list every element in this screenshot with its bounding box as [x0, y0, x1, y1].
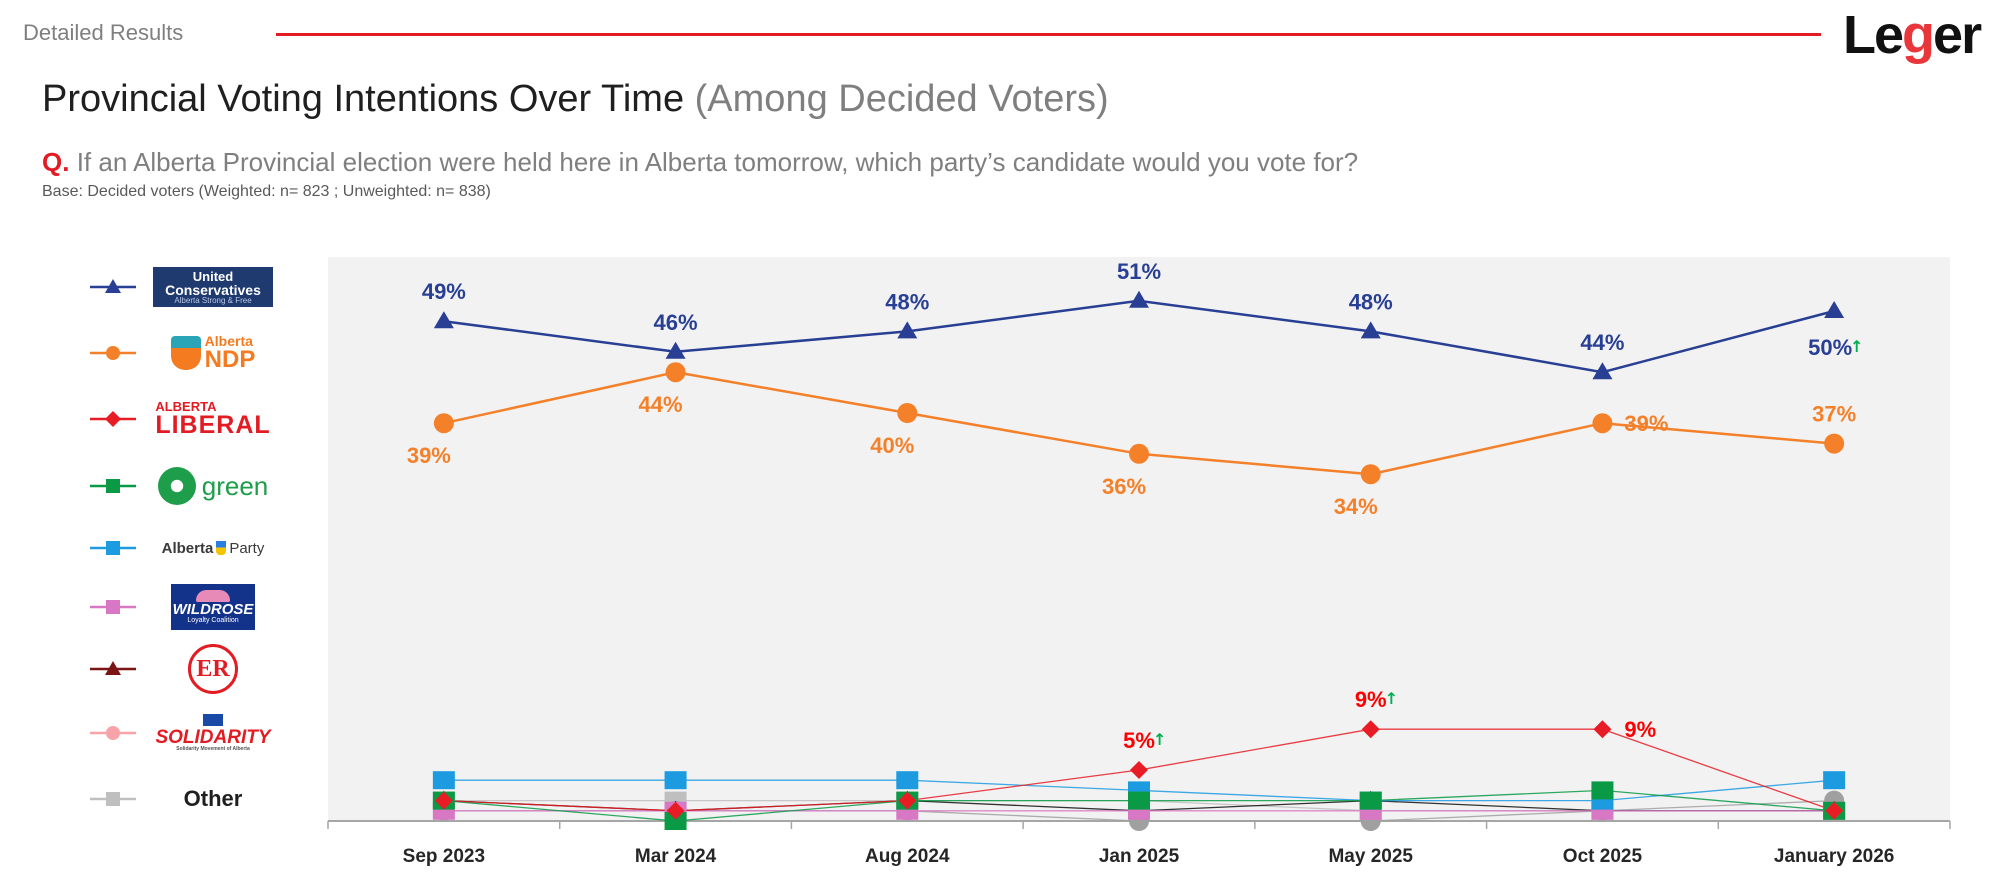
data-point-green — [1591, 781, 1614, 800]
square-marker-icon — [90, 541, 136, 555]
other-label: Other — [183, 786, 243, 811]
data-point-alberta_party — [432, 771, 455, 790]
data-point-ucp — [1824, 301, 1845, 318]
x-tick-label: Aug 2024 — [865, 846, 950, 867]
square-marker-icon — [90, 600, 136, 614]
alberta-party-logo: Alberta Party — [161, 539, 265, 557]
data-point-liberal — [1361, 720, 1380, 739]
ndp-logo: Alberta NDP — [148, 328, 278, 378]
liberal-logo: ALBERTA LIBERAL — [155, 399, 271, 439]
legend-item-green: green — [88, 461, 278, 511]
data-point-liberal — [1593, 720, 1612, 739]
x-tick-label: January 2026 — [1774, 846, 1894, 867]
legend-item-ucp: United Conservatives Alberta Strong & Free — [88, 262, 278, 312]
wildrose-logo: WILDROSE Loyalty Coalition — [148, 582, 278, 632]
data-point-ndp — [665, 362, 686, 383]
legend-item-republican: ER — [88, 644, 278, 694]
data-point-liberal — [666, 801, 685, 820]
x-tick-label: Mar 2024 — [635, 846, 717, 867]
data-point-ucp — [897, 321, 918, 339]
data-point-ndp — [1592, 413, 1613, 434]
diamond-marker-icon — [90, 411, 136, 427]
title-sub: (Among Decided Voters) — [694, 78, 1109, 120]
data-label-ndp: 44% — [639, 392, 683, 417]
up-arrow-icon: ↑ — [1850, 337, 1863, 356]
data-point-green — [1128, 791, 1150, 810]
green-logo: green — [148, 461, 278, 511]
data-label-liberal: 9% — [1624, 717, 1656, 742]
circle-marker-icon — [90, 346, 136, 360]
ucp-logo: United Conservatives Alberta Strong & Free — [148, 262, 278, 312]
page-title: Provincial Voting Intentions Over Time (… — [42, 78, 1109, 121]
header-rule — [276, 33, 1821, 36]
data-point-ndp — [1360, 464, 1381, 485]
question-text: If an Alberta Provincial election were h… — [76, 147, 1359, 177]
data-label-ucp: 50% — [1808, 335, 1852, 360]
legend-item-liberal: ALBERTA LIBERAL — [88, 394, 278, 444]
section-label: Detailed Results — [23, 20, 184, 45]
question-prefix: Q. — [42, 147, 70, 177]
data-label-ndp: 40% — [870, 433, 914, 458]
x-tick-label: Jan 2025 — [1099, 846, 1180, 867]
up-arrow-icon: ↑ — [1153, 730, 1166, 749]
data-label-ucp: 49% — [422, 279, 466, 304]
data-point-green — [664, 812, 687, 830]
data-label-ucp: 51% — [1117, 259, 1161, 284]
data-point-ndp — [1129, 443, 1149, 464]
leger-logo: Leger — [1843, 5, 1982, 65]
data-label-ucp: 46% — [654, 310, 698, 335]
x-tick-label: Oct 2025 — [1563, 846, 1643, 867]
data-point-ucp — [1129, 290, 1149, 308]
data-label-ndp: 39% — [407, 443, 451, 468]
data-label-ucp: 48% — [1349, 289, 1393, 314]
circle-marker-icon — [90, 726, 136, 740]
x-tick-label: May 2025 — [1328, 846, 1413, 867]
data-label-liberal: 9% — [1355, 687, 1387, 712]
data-point-liberal — [434, 791, 453, 810]
data-point-liberal — [1130, 761, 1148, 779]
data-label-ndp: 34% — [1334, 494, 1378, 519]
data-point-ucp — [1592, 362, 1613, 380]
data-point-liberal — [1825, 801, 1844, 820]
data-label-liberal: 5% — [1123, 728, 1155, 753]
data-point-ndp — [1824, 433, 1845, 454]
data-point-alberta_party — [896, 771, 919, 790]
triangle-marker-icon — [90, 661, 136, 675]
data-point-alberta_party — [1823, 771, 1846, 790]
legend-item-other: Other — [88, 774, 278, 824]
legend-item-ndp: Alberta NDP — [88, 328, 278, 378]
title-main: Provincial Voting Intentions Over Time — [42, 78, 685, 120]
x-tick-label: Sep 2023 — [403, 846, 485, 867]
legend-item-solidarity: SOLIDARITY Solidarity Movement of Alberta — [88, 708, 278, 758]
data-label-ndp: 37% — [1812, 402, 1856, 427]
survey-question: Q. If an Alberta Provincial election wer… — [42, 147, 1358, 178]
data-label-ndp: 39% — [1624, 411, 1668, 436]
square-marker-icon — [90, 479, 136, 493]
data-point-ndp — [433, 413, 454, 434]
data-point-ndp — [897, 403, 918, 423]
square-marker-icon — [90, 792, 136, 806]
data-point-ucp — [665, 341, 686, 359]
data-point-alberta_party — [664, 771, 687, 790]
base-note: Base: Decided voters (Weighted: n= 823 ;… — [42, 183, 491, 200]
data-point-ucp — [1360, 321, 1381, 339]
data-label-ucp: 48% — [885, 289, 929, 314]
data-label-ndp: 36% — [1102, 474, 1146, 499]
up-arrow-icon: ↑ — [1385, 689, 1398, 708]
republican-logo: ER — [148, 644, 278, 694]
data-point-ucp — [433, 311, 454, 329]
legend-item-alberta-party: Alberta Party — [88, 523, 278, 573]
triangle-marker-icon — [90, 279, 136, 293]
data-point-liberal — [898, 791, 917, 810]
legend-item-wildrose: WILDROSE Loyalty Coalition — [88, 582, 278, 632]
solidarity-logo: SOLIDARITY Solidarity Movement of Alberta — [148, 708, 278, 758]
data-label-ucp: 44% — [1580, 330, 1624, 355]
data-point-green — [1359, 791, 1382, 810]
